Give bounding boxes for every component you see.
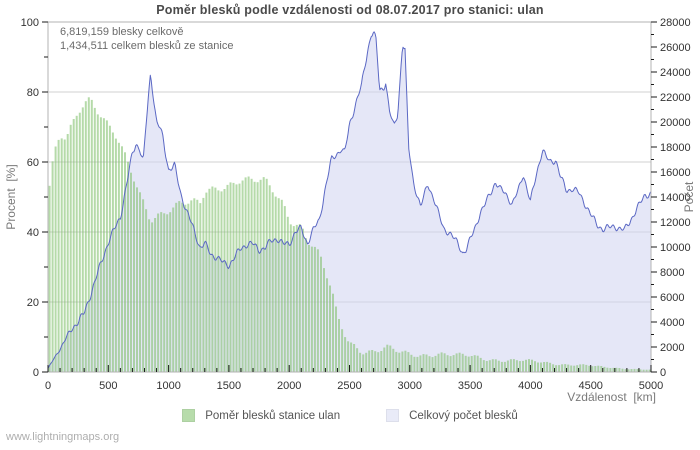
svg-text:40: 40 (27, 227, 39, 239)
legend-item-ratio: Poměr blesků stanice ulan (182, 409, 340, 422)
series-ratio-bars (48, 97, 651, 373)
legend: Poměr blesků stanice ulan Celkový počet … (0, 409, 700, 422)
svg-text:20000: 20000 (660, 117, 691, 129)
svg-text:8000: 8000 (660, 267, 684, 279)
y-axis-label-left: Procent [%] (4, 164, 18, 230)
x-axis-label: Vzdálenost [km] (567, 390, 656, 404)
tick-labels: 0 500 1000 1500 2000 2500 3000 3500 4000 4500 5000… (21, 17, 691, 392)
svg-text:4000: 4000 (518, 380, 542, 392)
svg-text:1500: 1500 (217, 380, 241, 392)
svg-text:4500: 4500 (578, 380, 602, 392)
svg-text:12000: 12000 (660, 217, 691, 229)
svg-text:18000: 18000 (660, 142, 691, 154)
svg-text:0: 0 (33, 367, 39, 379)
svg-text:80: 80 (27, 87, 39, 99)
tick-marks (42, 21, 657, 373)
svg-text:14000: 14000 (660, 192, 691, 204)
annotation-station-strikes: 1,434,511 celkem blesků ze stanice (60, 40, 234, 52)
svg-text:2500: 2500 (337, 380, 361, 392)
svg-text:0: 0 (660, 367, 666, 379)
svg-text:0: 0 (45, 380, 51, 392)
series-total-line (47, 31, 652, 369)
svg-text:6000: 6000 (660, 292, 684, 304)
svg-text:4000: 4000 (660, 317, 684, 329)
svg-text:26000: 26000 (660, 42, 691, 54)
chart-annotations: 6,819,159 blesky celkově 1,434,511 celke… (60, 25, 233, 53)
legend-label-total: Celkový počet blesků (409, 409, 518, 422)
series-total-area (48, 31, 651, 373)
legend-swatch-ratio (182, 409, 196, 422)
svg-text:3500: 3500 (458, 380, 482, 392)
svg-text:60: 60 (27, 157, 39, 169)
svg-text:5000: 5000 (639, 380, 663, 392)
svg-text:28000: 28000 (660, 17, 691, 29)
legend-label-ratio: Poměr blesků stanice ulan (205, 409, 341, 422)
chart-title: Poměr blesků podle vzdálenosti od 08.07.… (156, 3, 544, 17)
legend-item-total: Celkový počet blesků (386, 409, 518, 422)
y-axis-label-right: Počet (682, 181, 696, 213)
svg-text:100: 100 (21, 17, 39, 29)
svg-text:2000: 2000 (660, 342, 684, 354)
svg-text:22000: 22000 (660, 92, 691, 104)
svg-text:3000: 3000 (398, 380, 422, 392)
svg-text:500: 500 (99, 380, 117, 392)
svg-text:24000: 24000 (660, 67, 691, 79)
svg-text:20: 20 (27, 297, 39, 309)
svg-text:10000: 10000 (660, 242, 691, 254)
annotation-total-strikes: 6,819,159 blesky celkově (60, 26, 184, 38)
legend-swatch-total (386, 409, 400, 422)
svg-text:16000: 16000 (660, 167, 691, 179)
svg-text:1000: 1000 (156, 380, 180, 392)
svg-text:2000: 2000 (277, 380, 301, 392)
watermark: www.lightningmaps.org (6, 431, 120, 443)
